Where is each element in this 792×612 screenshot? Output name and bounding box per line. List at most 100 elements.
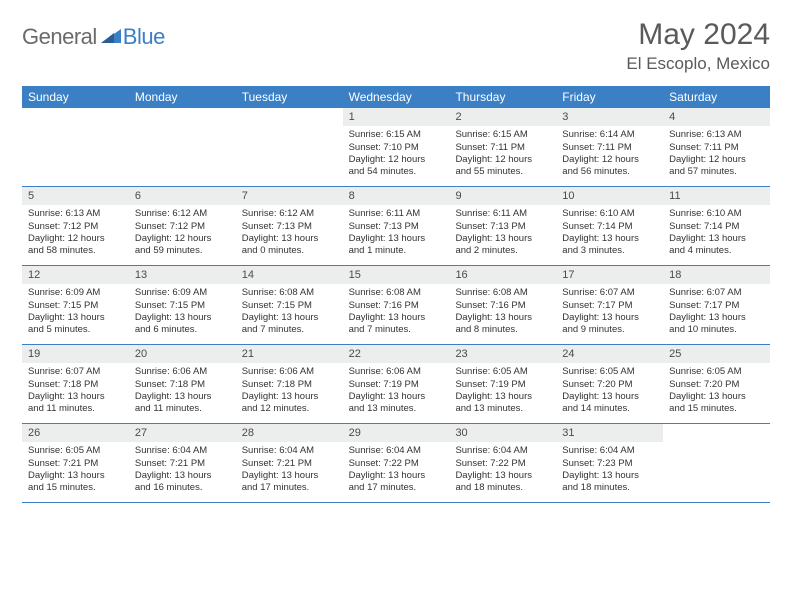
sunrise-text: Sunrise: 6:12 AM — [135, 208, 230, 220]
sunrise-text: Sunrise: 6:04 AM — [562, 445, 657, 457]
sunset-text: Sunset: 7:11 PM — [669, 142, 764, 154]
day-number: 19 — [22, 345, 129, 363]
week-row: 19Sunrise: 6:07 AMSunset: 7:18 PMDayligh… — [22, 345, 770, 424]
daylight-text: Daylight: 13 hours and 17 minutes. — [242, 470, 337, 495]
sunrise-text: Sunrise: 6:13 AM — [669, 129, 764, 141]
sunset-text: Sunset: 7:15 PM — [135, 300, 230, 312]
day-body: Sunrise: 6:07 AMSunset: 7:17 PMDaylight:… — [556, 284, 663, 342]
day-body: Sunrise: 6:05 AMSunset: 7:20 PMDaylight:… — [556, 363, 663, 421]
day-number: 12 — [22, 266, 129, 284]
location-text: El Escoplo, Mexico — [626, 54, 770, 74]
day-body: Sunrise: 6:08 AMSunset: 7:15 PMDaylight:… — [236, 284, 343, 342]
daylight-text: Daylight: 12 hours and 58 minutes. — [28, 233, 123, 258]
daylight-text: Daylight: 13 hours and 10 minutes. — [669, 312, 764, 337]
day-cell: 13Sunrise: 6:09 AMSunset: 7:15 PMDayligh… — [129, 266, 236, 344]
day-number: 30 — [449, 424, 556, 442]
sunrise-text: Sunrise: 6:04 AM — [455, 445, 550, 457]
day-cell: 21Sunrise: 6:06 AMSunset: 7:18 PMDayligh… — [236, 345, 343, 423]
daylight-text: Daylight: 13 hours and 18 minutes. — [455, 470, 550, 495]
daylight-text: Daylight: 13 hours and 11 minutes. — [135, 391, 230, 416]
day-cell: 20Sunrise: 6:06 AMSunset: 7:18 PMDayligh… — [129, 345, 236, 423]
sunrise-text: Sunrise: 6:05 AM — [28, 445, 123, 457]
sunrise-text: Sunrise: 6:10 AM — [669, 208, 764, 220]
calendar: SundayMondayTuesdayWednesdayThursdayFrid… — [22, 86, 770, 503]
day-body: Sunrise: 6:04 AMSunset: 7:21 PMDaylight:… — [236, 442, 343, 500]
day-body: Sunrise: 6:06 AMSunset: 7:18 PMDaylight:… — [129, 363, 236, 421]
day-cell: 17Sunrise: 6:07 AMSunset: 7:17 PMDayligh… — [556, 266, 663, 344]
day-cell: 8Sunrise: 6:11 AMSunset: 7:13 PMDaylight… — [343, 187, 450, 265]
sunrise-text: Sunrise: 6:09 AM — [28, 287, 123, 299]
day-cell: 25Sunrise: 6:05 AMSunset: 7:20 PMDayligh… — [663, 345, 770, 423]
sunset-text: Sunset: 7:17 PM — [669, 300, 764, 312]
day-number: 22 — [343, 345, 450, 363]
day-number: 15 — [343, 266, 450, 284]
daylight-text: Daylight: 13 hours and 5 minutes. — [28, 312, 123, 337]
sunset-text: Sunset: 7:18 PM — [28, 379, 123, 391]
daylight-text: Daylight: 12 hours and 55 minutes. — [455, 154, 550, 179]
day-number: 24 — [556, 345, 663, 363]
day-number: 8 — [343, 187, 450, 205]
daylight-text: Daylight: 13 hours and 16 minutes. — [135, 470, 230, 495]
day-cell: 4Sunrise: 6:13 AMSunset: 7:11 PMDaylight… — [663, 108, 770, 186]
sunrise-text: Sunrise: 6:09 AM — [135, 287, 230, 299]
sunrise-text: Sunrise: 6:10 AM — [562, 208, 657, 220]
daylight-text: Daylight: 13 hours and 4 minutes. — [669, 233, 764, 258]
sunrise-text: Sunrise: 6:05 AM — [562, 366, 657, 378]
sunset-text: Sunset: 7:19 PM — [349, 379, 444, 391]
day-cell: 26Sunrise: 6:05 AMSunset: 7:21 PMDayligh… — [22, 424, 129, 502]
daylight-text: Daylight: 13 hours and 3 minutes. — [562, 233, 657, 258]
sunrise-text: Sunrise: 6:06 AM — [135, 366, 230, 378]
day-body: Sunrise: 6:05 AMSunset: 7:19 PMDaylight:… — [449, 363, 556, 421]
sunset-text: Sunset: 7:21 PM — [242, 458, 337, 470]
sunset-text: Sunset: 7:16 PM — [455, 300, 550, 312]
brand-word1: General — [22, 24, 97, 50]
day-cell: 5Sunrise: 6:13 AMSunset: 7:12 PMDaylight… — [22, 187, 129, 265]
day-number: 9 — [449, 187, 556, 205]
day-cell: 22Sunrise: 6:06 AMSunset: 7:19 PMDayligh… — [343, 345, 450, 423]
daylight-text: Daylight: 13 hours and 11 minutes. — [28, 391, 123, 416]
sunset-text: Sunset: 7:20 PM — [562, 379, 657, 391]
day-body: Sunrise: 6:07 AMSunset: 7:17 PMDaylight:… — [663, 284, 770, 342]
title-block: May 2024 El Escoplo, Mexico — [626, 18, 770, 74]
day-body: Sunrise: 6:09 AMSunset: 7:15 PMDaylight:… — [22, 284, 129, 342]
day-number: 27 — [129, 424, 236, 442]
day-body: Sunrise: 6:13 AMSunset: 7:12 PMDaylight:… — [22, 205, 129, 263]
daylight-text: Daylight: 13 hours and 7 minutes. — [349, 312, 444, 337]
day-cell: 19Sunrise: 6:07 AMSunset: 7:18 PMDayligh… — [22, 345, 129, 423]
sunrise-text: Sunrise: 6:04 AM — [242, 445, 337, 457]
day-cell-empty — [22, 108, 129, 186]
sunset-text: Sunset: 7:18 PM — [135, 379, 230, 391]
sunset-text: Sunset: 7:22 PM — [455, 458, 550, 470]
page-header: General Blue May 2024 El Escoplo, Mexico — [22, 18, 770, 74]
day-cell: 9Sunrise: 6:11 AMSunset: 7:13 PMDaylight… — [449, 187, 556, 265]
sunrise-text: Sunrise: 6:15 AM — [349, 129, 444, 141]
sunrise-text: Sunrise: 6:07 AM — [562, 287, 657, 299]
daylight-text: Daylight: 13 hours and 13 minutes. — [349, 391, 444, 416]
day-number: 25 — [663, 345, 770, 363]
day-cell: 30 Sunrise: 6:04 AMSunset: 7:22 PMDayligh… — [449, 424, 556, 502]
daylight-text: Daylight: 12 hours and 54 minutes. — [349, 154, 444, 179]
daylight-text: Daylight: 13 hours and 15 minutes. — [669, 391, 764, 416]
sunset-text: Sunset: 7:22 PM — [349, 458, 444, 470]
day-number: 1 — [343, 108, 450, 126]
daylight-text: Daylight: 12 hours and 56 minutes. — [562, 154, 657, 179]
day-number: 5 — [22, 187, 129, 205]
day-cell: 12Sunrise: 6:09 AMSunset: 7:15 PMDayligh… — [22, 266, 129, 344]
day-number: 7 — [236, 187, 343, 205]
day-number: 26 — [22, 424, 129, 442]
day-number: 31 — [556, 424, 663, 442]
day-cell: 18Sunrise: 6:07 AMSunset: 7:17 PMDayligh… — [663, 266, 770, 344]
week-row: 12Sunrise: 6:09 AMSunset: 7:15 PMDayligh… — [22, 266, 770, 345]
day-body: Sunrise: 6:08 AMSunset: 7:16 PMDaylight:… — [449, 284, 556, 342]
day-body: Sunrise: 6:05 AMSunset: 7:21 PMDaylight:… — [22, 442, 129, 500]
day-cell: 6Sunrise: 6:12 AMSunset: 7:12 PMDaylight… — [129, 187, 236, 265]
sunrise-text: Sunrise: 6:15 AM — [455, 129, 550, 141]
sunset-text: Sunset: 7:23 PM — [562, 458, 657, 470]
day-number: 28 — [236, 424, 343, 442]
sunrise-text: Sunrise: 6:13 AM — [28, 208, 123, 220]
day-number: 18 — [663, 266, 770, 284]
day-cell: 23Sunrise: 6:05 AMSunset: 7:19 PMDayligh… — [449, 345, 556, 423]
daylight-text: Daylight: 13 hours and 2 minutes. — [455, 233, 550, 258]
daylight-text: Daylight: 13 hours and 1 minute. — [349, 233, 444, 258]
sunset-text: Sunset: 7:13 PM — [349, 221, 444, 233]
